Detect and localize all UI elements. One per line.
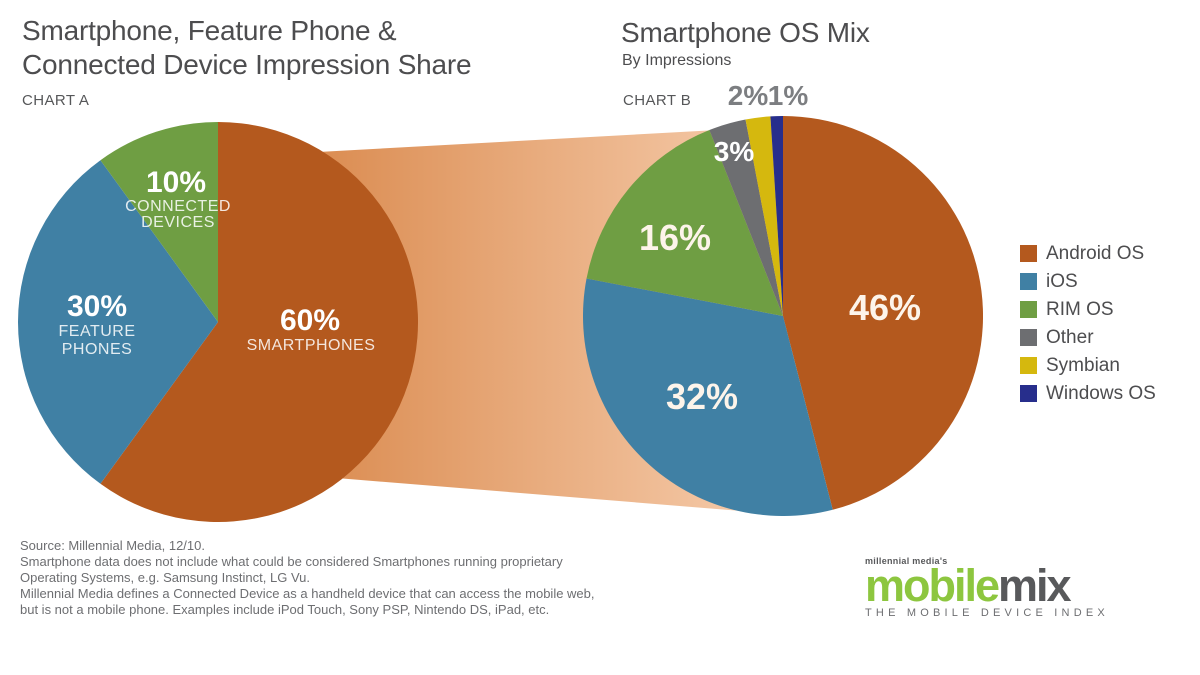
slice-feature-phones (18, 160, 218, 484)
legend-label-android: Android OS (1046, 243, 1145, 264)
chart-b-title: Smartphone OS Mix (621, 17, 870, 48)
pie-chart-a (18, 122, 418, 522)
chart-a-tag: CHART A (22, 92, 90, 109)
chart-b-subtitle: By Impressions (622, 52, 732, 69)
legend-item-android: Android OS (1020, 243, 1156, 264)
legend-swatch-android (1020, 245, 1037, 262)
pie-b-windows-pct: 1% (767, 80, 809, 111)
pie-a-feature-name-line2: PHONES (61, 341, 133, 358)
pie-a-smartphones-name: SMARTPHONES (246, 337, 376, 354)
legend-label-windows: Windows OS (1046, 383, 1156, 404)
slice-windows-os (770, 116, 783, 316)
slice-smartphones (100, 122, 418, 522)
slice-ios (583, 278, 833, 516)
pie-a-smartphones-pct: 60% (279, 304, 341, 337)
pie-b-other-pct: 3% (713, 136, 755, 167)
pie-a-connected-name-line1: CONNECTED (125, 198, 231, 215)
pie-b-rim-pct: 16% (638, 217, 712, 258)
chart-b-tag: CHART B (623, 92, 692, 109)
legend-swatch-rim (1020, 301, 1037, 318)
pie-b-ios-pct: 32% (665, 376, 739, 417)
legend-item-symbian: Symbian (1020, 355, 1156, 376)
chart-a-title: Smartphone, Feature Phone & Connected De… (22, 14, 472, 82)
slice-symbian (745, 116, 783, 316)
logo-word-mix: mix (998, 560, 1072, 611)
slice-connected-devices (100, 122, 218, 322)
logo-word-mobile: mobile (865, 560, 1000, 611)
source-note: Source: Millennial Media, 12/10. Smartph… (20, 538, 595, 618)
legend-label-ios: iOS (1046, 271, 1078, 292)
mobilemix-logo: millennial media's mobilemix THE MOBILE … (865, 556, 1109, 619)
logo-prefix: millennial media's (865, 556, 948, 566)
legend-item-ios: iOS (1020, 271, 1156, 292)
pie-b-symbian-pct: 2% (727, 80, 769, 111)
pie-a-connected-name-line2: DEVICES (141, 214, 215, 231)
pie-a-feature-name-line1: FEATURE (58, 323, 136, 340)
legend-swatch-symbian (1020, 357, 1037, 374)
legend-item-windows: Windows OS (1020, 383, 1156, 404)
source-note-line1: Source: Millennial Media, 12/10. (20, 538, 205, 553)
legend: Android OS iOS RIM OS Other Symbian Wind… (1020, 243, 1156, 404)
slice-android-os (783, 116, 983, 510)
legend-label-rim: RIM OS (1046, 299, 1114, 320)
chart-a-title-line2: Connected Device Impression Share (22, 49, 472, 80)
legend-item-other: Other (1020, 327, 1156, 348)
legend-item-rim: RIM OS (1020, 299, 1156, 320)
legend-label-other: Other (1046, 327, 1094, 348)
legend-swatch-windows (1020, 385, 1037, 402)
source-note-line4: Millennial Media defines a Connected Dev… (20, 586, 595, 601)
source-note-line5: but is not a mobile phone. Examples incl… (20, 602, 550, 617)
legend-label-symbian: Symbian (1046, 355, 1120, 376)
logo-wordmark: mobilemix (865, 563, 1109, 608)
pie-a-connected-pct: 10% (145, 166, 207, 199)
legend-swatch-other (1020, 329, 1037, 346)
pie-a-feature-pct: 30% (66, 290, 128, 323)
slice-rim-os (586, 130, 783, 316)
pie-chart-b (583, 116, 983, 516)
chart-a-title-line1: Smartphone, Feature Phone & (22, 15, 397, 46)
pie-b-android-pct: 46% (848, 287, 922, 328)
slice-other (709, 119, 783, 316)
source-note-line2: Smartphone data does not include what co… (20, 554, 563, 569)
logo-tagline: THE MOBILE DEVICE INDEX (865, 607, 1109, 619)
source-note-line3: Operating Systems, e.g. Samsung Instinct… (20, 570, 310, 585)
legend-swatch-ios (1020, 273, 1037, 290)
